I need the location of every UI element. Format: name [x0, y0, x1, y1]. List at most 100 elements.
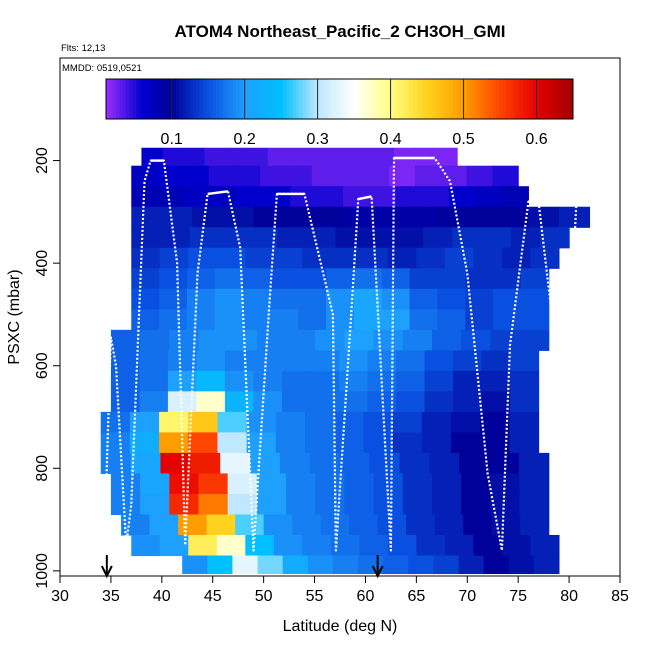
x-tick-label: 50: [255, 588, 273, 605]
colorbar-swatch: [312, 79, 317, 119]
heatmap-cell: [409, 288, 439, 310]
heatmap-cell: [510, 391, 540, 413]
heatmap-cell: [315, 493, 346, 516]
colorbar-swatch: [206, 79, 210, 119]
colorbar-swatch: [236, 79, 240, 119]
colorbar-swatch: [112, 79, 117, 119]
heatmap-cell: [416, 247, 446, 269]
heatmap-cell: [162, 147, 185, 167]
heatmap-cell: [519, 329, 550, 351]
heatmap-cell: [501, 247, 531, 269]
heatmap-cell: [130, 452, 162, 475]
heatmap-cell: [393, 227, 424, 249]
heatmap-cell: [373, 329, 404, 351]
x-tick-label: 75: [509, 588, 527, 605]
heatmap-cell: [509, 411, 540, 433]
colorbar-swatch: [382, 79, 387, 119]
colorbar-swatch: [302, 79, 307, 119]
colorbar-swatch: [422, 79, 427, 119]
heatmap-cell: [364, 227, 395, 249]
heatmap-cell: [436, 206, 468, 228]
colorbar-swatch: [509, 79, 514, 119]
heatmap-cell: [307, 555, 334, 575]
heatmap-cell: [217, 432, 248, 454]
heatmap-cell: [453, 370, 483, 392]
heatmap-cell: [501, 186, 529, 208]
colorbar-swatch: [186, 79, 190, 119]
colorbar-tick-label: 0.6: [525, 131, 547, 148]
heatmap-cell: [402, 493, 433, 516]
heatmap-cell: [490, 493, 521, 516]
colorbar-swatch: [452, 79, 457, 119]
heatmap-cell: [424, 391, 454, 413]
heatmap-cell: [282, 555, 309, 575]
colorbar-swatch: [426, 79, 431, 119]
colorbar-swatch: [156, 79, 160, 119]
colorbar-swatch: [226, 79, 230, 119]
heatmap-cell: [110, 473, 141, 495]
heatmap-cell: [452, 227, 483, 249]
heatmap-cell: [461, 473, 491, 495]
colorbar-swatch: [166, 79, 170, 119]
heatmap-cell: [129, 411, 160, 433]
heatmap-cell: [466, 165, 493, 187]
x-tick-label: 65: [407, 588, 425, 605]
heatmap-cell: [263, 514, 293, 536]
heatmap-cell: [381, 268, 411, 290]
colorbar-swatch: [306, 79, 310, 119]
heatmap-cell: [157, 165, 184, 187]
colorbar-swatch: [179, 79, 184, 119]
heatmap-cell: [110, 329, 141, 351]
colorbar-swatch: [486, 79, 491, 119]
heatmap-cell: [196, 391, 226, 413]
heatmap-cell: [281, 391, 312, 413]
heatmap-cell: [131, 534, 161, 557]
y-axis-label: PSXC (mbar): [6, 269, 23, 364]
plot-frame: [59, 57, 621, 577]
heatmap-cell: [210, 186, 238, 208]
heatmap-cell: [216, 247, 246, 269]
heatmap-cell: [298, 268, 327, 290]
colorbar-swatch: [116, 79, 120, 119]
heatmap-cell: [100, 411, 131, 433]
heatmap-cell: [206, 514, 236, 536]
heatmap-cell: [100, 452, 132, 475]
colorbar-swatch: [329, 79, 334, 119]
heatmap-cell: [188, 432, 219, 454]
colorbar-swatch: [512, 79, 517, 119]
colorbar-swatch: [569, 79, 574, 119]
heatmap-cell: [184, 186, 212, 208]
colorbar-swatch: [436, 79, 441, 119]
colorbar-swatch: [472, 79, 477, 119]
heatmap-cell: [234, 165, 261, 187]
heatmap-cell: [429, 452, 460, 475]
heatmap-cell: [225, 147, 248, 167]
heatmap-cell: [198, 329, 229, 351]
colorbar-swatch: [126, 79, 130, 119]
heatmap-cell: [100, 432, 131, 454]
heatmap-cell: [431, 493, 462, 516]
heatmap-cell: [140, 329, 170, 351]
heatmap-cell: [302, 247, 332, 269]
colorbar-swatch: [346, 79, 351, 119]
heatmap-cell: [284, 206, 316, 228]
heatmap-cell: [139, 391, 169, 413]
y-tick-label: 600: [34, 352, 51, 379]
colorbar-swatch: [482, 79, 487, 119]
colorbar-swatch: [372, 79, 377, 119]
colorbar-swatch: [309, 79, 314, 119]
heatmap-cell: [483, 555, 510, 575]
colorbar-swatch: [386, 79, 391, 119]
heatmap-cell: [406, 514, 436, 536]
heatmap-cell: [157, 186, 185, 208]
heatmap-cell: [192, 206, 224, 228]
colorbar-swatch: [402, 79, 407, 119]
heatmap-cell: [518, 452, 550, 475]
colorbar-swatch: [136, 79, 140, 119]
heatmap-cell: [178, 514, 208, 536]
heatmap-cell: [277, 227, 307, 249]
x-tick-label: 30: [51, 588, 69, 605]
heatmap-cell: [415, 165, 442, 187]
heatmap-cell: [263, 186, 291, 208]
heatmap-cell: [344, 473, 375, 495]
